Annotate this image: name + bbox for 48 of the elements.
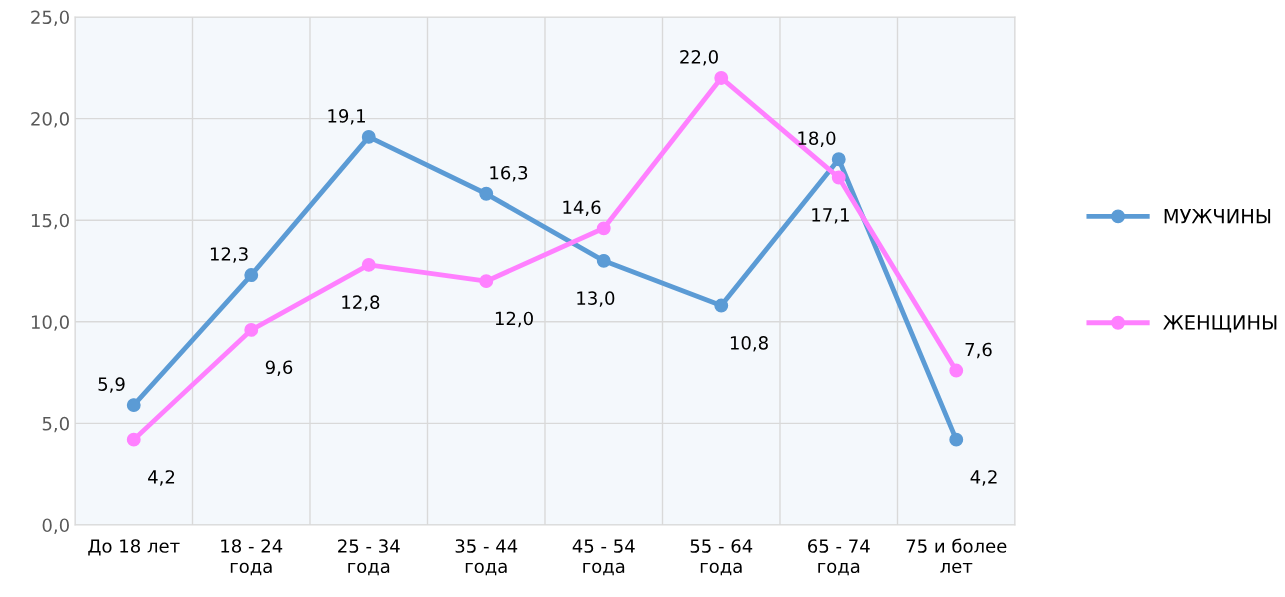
data-label: 12,3 [210, 247, 248, 263]
x-tick-label: До 18 лет [88, 539, 180, 556]
point [361, 257, 376, 272]
point [479, 274, 494, 289]
y-tick-label: 20,0 [31, 112, 69, 128]
data-label: 14,6 [563, 200, 601, 216]
x-tick-label: 75 и более лет [906, 538, 1007, 574]
x-tick-label: 55 - 64 года [690, 539, 753, 576]
data-label: 13,0 [577, 291, 615, 307]
point [361, 129, 376, 144]
data-label: 10,8 [730, 336, 768, 352]
point [126, 398, 141, 413]
point [831, 152, 846, 167]
y-tick-label: 0,0 [42, 518, 69, 534]
x-tick-label: 45 - 54 года [572, 539, 635, 576]
point [244, 268, 259, 283]
y-tick-label: 15,0 [31, 213, 69, 230]
y-tick-label: 25,0 [31, 10, 69, 26]
point [949, 432, 964, 447]
data-label: 4,2 [148, 470, 175, 486]
data-label: 22,0 [680, 50, 718, 66]
legend-label: ЖЕНЩИНЫ [1163, 315, 1277, 333]
data-label: 9,6 [265, 360, 293, 376]
point [949, 363, 964, 378]
data-label: 19,1 [328, 109, 365, 125]
point [596, 253, 611, 268]
data-label: 18,0 [798, 131, 836, 147]
data-label: 16,3 [490, 165, 528, 182]
point [244, 322, 259, 337]
point [714, 71, 729, 85]
data-label: 7,6 [965, 342, 992, 359]
point [126, 432, 141, 447]
data-label: 17,1 [812, 208, 849, 224]
point [714, 298, 729, 313]
data-label: 12,0 [495, 311, 533, 328]
point [479, 186, 494, 201]
x-tick-label: 18 - 24 года [221, 539, 283, 576]
x-tick-label: 25 - 34 года [338, 539, 400, 576]
x-tick-label: 65 - 74 года [808, 539, 870, 576]
data-label: 5,9 [98, 377, 125, 393]
point [831, 170, 846, 185]
y-tick-label: 5,0 [42, 416, 69, 433]
legend-label: МУЖЧИНЫ [1164, 209, 1271, 224]
point [596, 221, 611, 236]
y-tick-label: 10,0 [31, 315, 69, 331]
data-label: 4,2 [970, 470, 997, 486]
x-tick-label: 35 - 44 года [455, 539, 518, 576]
data-label: 12,8 [342, 295, 380, 311]
